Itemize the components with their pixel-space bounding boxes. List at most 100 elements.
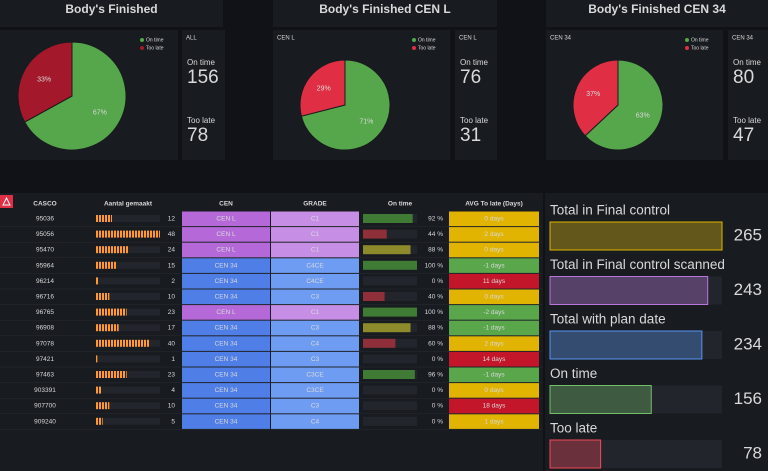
legend-swatch	[412, 46, 416, 50]
count: 17	[168, 325, 176, 332]
count: 10	[168, 403, 176, 410]
ontime-label: 60 %	[428, 340, 443, 347]
grade: C4	[311, 418, 320, 425]
count: 4	[171, 387, 175, 394]
grade-cell	[271, 383, 359, 398]
stat-label: On time	[460, 58, 489, 67]
ontime-label: 0 %	[432, 356, 443, 363]
cen-cell	[182, 258, 270, 273]
days-label: 0 days	[484, 247, 504, 254]
legend-swatch	[140, 46, 144, 50]
grade-cell	[271, 367, 359, 383]
pie-slice	[584, 59, 664, 151]
ontime-label: 0 %	[432, 387, 443, 394]
grade-cell	[271, 414, 359, 429]
ontime-label: 0 %	[432, 403, 443, 410]
column-header[interactable]: Aantal gemaakt	[104, 201, 153, 208]
gauge-value: 234	[734, 334, 762, 353]
gauge-bar	[96, 261, 116, 269]
grade-cell	[271, 211, 359, 227]
stat-value: 80	[733, 67, 754, 88]
cen-cell	[182, 227, 270, 242]
gauge-track	[96, 417, 160, 425]
days-label: -2 days	[483, 309, 505, 316]
gauge-label: Total in Final control	[550, 203, 670, 218]
pie-slice	[17, 41, 73, 123]
legend-swatch	[412, 38, 416, 42]
cen: CEN 34	[215, 387, 238, 394]
gauge-track	[96, 386, 160, 394]
legend-swatch	[685, 38, 689, 42]
days-label: -1 days	[483, 325, 505, 332]
cen-cell	[182, 336, 270, 351]
days-cell	[449, 211, 539, 227]
gauge-value: 78	[743, 443, 762, 462]
column-header[interactable]: On time	[388, 201, 413, 208]
ontime-track	[363, 292, 417, 301]
count: 1	[171, 356, 175, 363]
days-label: 2 days	[484, 231, 504, 238]
days-cell	[449, 398, 539, 414]
title-panel	[546, 0, 768, 27]
column-header[interactable]: GRADE	[303, 201, 327, 208]
slice-label: 63%	[636, 113, 650, 120]
gauge-bar	[96, 215, 112, 222]
cen-cell	[182, 211, 270, 227]
gauge-track	[96, 277, 160, 285]
grade: C1	[311, 309, 320, 316]
slice-label: 37%	[586, 91, 600, 98]
cen: CEN 34	[215, 340, 238, 347]
pie-slice	[572, 59, 619, 137]
days-cell	[449, 414, 539, 429]
casco: 903391	[34, 387, 56, 394]
ontime-bar	[363, 245, 411, 255]
days-label: 14 days	[483, 356, 507, 363]
ontime-bar	[363, 307, 417, 317]
casco: 909240	[34, 418, 56, 425]
cen-cell	[182, 383, 270, 398]
stat-value: 47	[733, 125, 754, 146]
cen-cell	[182, 242, 270, 258]
column-header[interactable]: CASCO	[33, 201, 56, 208]
casco: 96214	[36, 278, 54, 285]
gauge-track	[96, 293, 160, 300]
cen: CEN 34	[215, 262, 238, 269]
days-label: 2 days	[484, 340, 504, 347]
count: 2	[171, 278, 175, 285]
grade: C1	[311, 247, 320, 254]
column-header[interactable]: AVG To late (Days)	[465, 201, 523, 208]
stat-label: Too late	[460, 116, 489, 125]
days-label: 11 days	[483, 278, 506, 285]
gauge-bar	[96, 417, 103, 425]
cen-cell	[182, 273, 270, 289]
ontime-bar	[363, 370, 415, 379]
ontime-bar	[363, 214, 413, 223]
days-cell	[449, 320, 539, 336]
column-header[interactable]: CEN	[219, 201, 233, 208]
slice-label: 67%	[93, 109, 107, 116]
grade-cell	[271, 289, 359, 305]
grade: C4CE	[306, 278, 324, 285]
gauge-value: 156	[734, 389, 762, 408]
pie-slice	[299, 59, 346, 117]
gauge-bar	[96, 308, 127, 316]
grade-cell	[271, 305, 359, 320]
cen: CEN L	[216, 309, 236, 316]
ontime-label: 100 %	[425, 262, 444, 269]
cen: CEN 34	[215, 372, 238, 379]
count: 15	[168, 262, 176, 269]
stat-value: 76	[460, 67, 481, 88]
grade-cell	[271, 336, 359, 351]
legend-label: On time	[146, 37, 164, 43]
cen: CEN L	[216, 231, 236, 238]
ontime-bar	[363, 260, 417, 270]
gauge-track	[96, 261, 160, 269]
ontime-bar	[363, 323, 411, 333]
gauge-bar	[96, 230, 160, 238]
grade: C1	[311, 231, 320, 238]
ontime-track	[363, 354, 417, 364]
days-label: -1 days	[483, 372, 505, 379]
slice-label: 29%	[317, 85, 331, 92]
gauge-track	[550, 331, 722, 359]
cen: CEN L	[216, 216, 236, 223]
